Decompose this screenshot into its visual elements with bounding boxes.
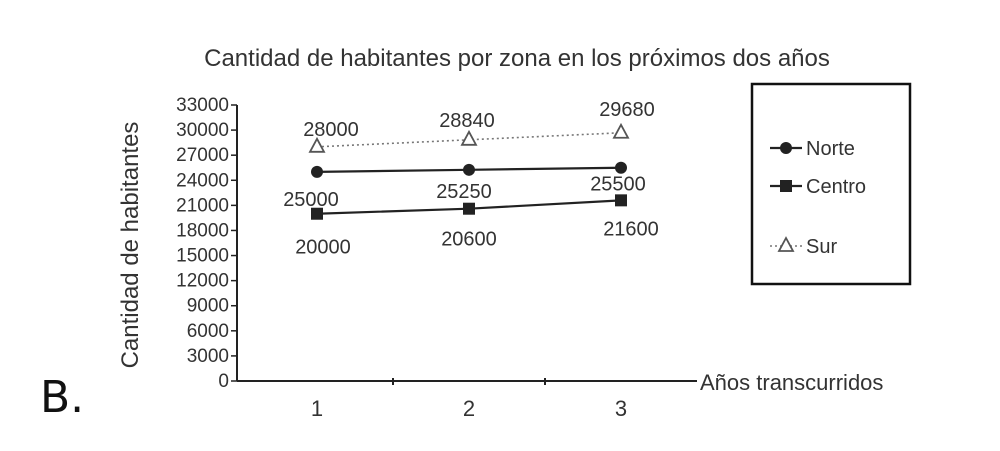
data-label: 28000 — [303, 119, 359, 141]
data-label: 25250 — [436, 181, 492, 203]
legend-marker — [780, 142, 792, 154]
legend-item-centro: Centro — [770, 176, 866, 198]
data-label: 29680 — [599, 99, 655, 121]
y-tick-label: 24000 — [176, 170, 229, 191]
y-tick-label: 33000 — [176, 95, 229, 116]
legend-label: Sur — [806, 236, 837, 258]
data-point — [311, 165, 323, 178]
legend-label: Norte — [806, 138, 855, 160]
legend-items: Norte Centro Sur — [770, 138, 866, 258]
option-letter: B. — [40, 372, 85, 423]
y-tick-label: 30000 — [176, 120, 229, 141]
data-label: 20600 — [441, 229, 497, 251]
y-tick-label: 0 — [218, 371, 229, 392]
series-layer: 25000 25250 25500 20000 20600 21600 28000 28840… — [283, 99, 659, 259]
series-norte: 25000 25250 25500 — [283, 161, 646, 211]
legend-marker — [780, 180, 792, 192]
data-point — [612, 122, 630, 139]
data-label: 25500 — [590, 174, 646, 196]
data-point — [463, 202, 475, 215]
series-sur: 28000 28840 29680 — [303, 99, 655, 153]
data-point — [615, 194, 627, 207]
y-tick-label: 6000 — [187, 321, 229, 342]
series-line — [316, 131, 622, 148]
data-label: 21600 — [603, 218, 659, 240]
legend: Norte Centro Sur — [750, 82, 912, 286]
x-ticks: 1 2 3 — [311, 378, 627, 421]
data-point — [615, 161, 627, 174]
data-label: 25000 — [283, 189, 339, 211]
legend-label: Centro — [806, 176, 866, 198]
y-tick-label: 9000 — [187, 296, 229, 317]
y-tick-label: 3000 — [187, 346, 229, 367]
y-ticks: 0 3000 6000 9000 12000 15000 18000 21000 24000 27… — [176, 95, 237, 392]
legend-item-norte: Norte — [770, 138, 855, 160]
data-label: 20000 — [295, 237, 351, 259]
x-tick-label: 2 — [463, 396, 475, 421]
x-tick-label: 1 — [311, 396, 323, 421]
data-label: 28840 — [439, 110, 495, 132]
data-point — [463, 163, 475, 176]
y-tick-label: 21000 — [176, 195, 229, 216]
x-axis-label: Años transcurridos — [700, 370, 883, 395]
data-point — [308, 136, 326, 153]
data-point — [311, 207, 323, 220]
y-tick-label: 12000 — [176, 271, 229, 292]
y-tick-label: 27000 — [176, 145, 229, 166]
y-axis-label: Cantidad de habitantes — [117, 122, 144, 369]
chart-title: Cantidad de habitantes por zona en los p… — [204, 45, 830, 72]
series-centro: 20000 20600 21600 — [295, 194, 659, 259]
x-tick-label: 3 — [615, 396, 627, 421]
y-tick-label: 18000 — [176, 220, 229, 241]
data-point — [460, 129, 478, 146]
legend-marker — [777, 236, 795, 252]
legend-item-sur: Sur — [770, 236, 837, 258]
y-tick-label: 15000 — [176, 246, 229, 267]
